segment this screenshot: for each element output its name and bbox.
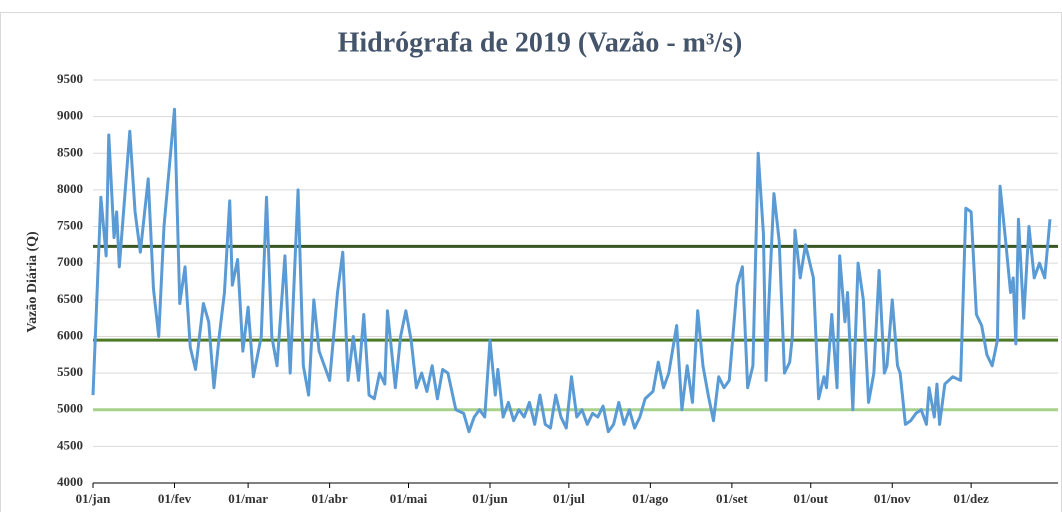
x-tick-label: 01/abr [312,491,348,506]
x-tick-label: 01/nov [874,491,911,506]
y-tick-label: 8000 [57,181,83,196]
x-tick-label: 01/mai [390,491,428,506]
y-tick-label: 7000 [57,254,83,269]
chart-title: Hidrógrafa de 2019 (Vazão - m³/s) [338,27,743,58]
y-tick-label: 7500 [57,218,83,233]
x-tick-label: 01/jan [76,491,111,506]
x-tick-label: 01/jun [472,491,508,506]
x-tick-label: 01/dez [953,491,989,506]
x-tick-label: 01/mar [228,491,268,506]
x-tick-label: 01/set [716,491,748,506]
y-axis-title: Vazão Diária (Q) [25,231,40,333]
y-tick-label: 6000 [57,327,83,342]
y-tick-label: 4500 [57,437,83,452]
x-tick-label: 01/ago [632,491,668,506]
x-tick-label: 01/jul [553,491,585,506]
data-line [91,107,1052,434]
x-tick-label: 01/out [793,491,828,506]
y-tick-label: 5500 [57,364,83,379]
chart-frame [0,12,1062,512]
y-tick-label: 5000 [57,401,83,416]
y-tick-label: 6500 [57,291,83,306]
y-tick-label: 8500 [57,144,83,159]
y-tick-label: 4000 [57,474,83,489]
y-tick-label: 9500 [57,71,83,86]
y-tick-label: 9000 [57,108,83,123]
x-tick-label: 01/fev [158,491,192,506]
